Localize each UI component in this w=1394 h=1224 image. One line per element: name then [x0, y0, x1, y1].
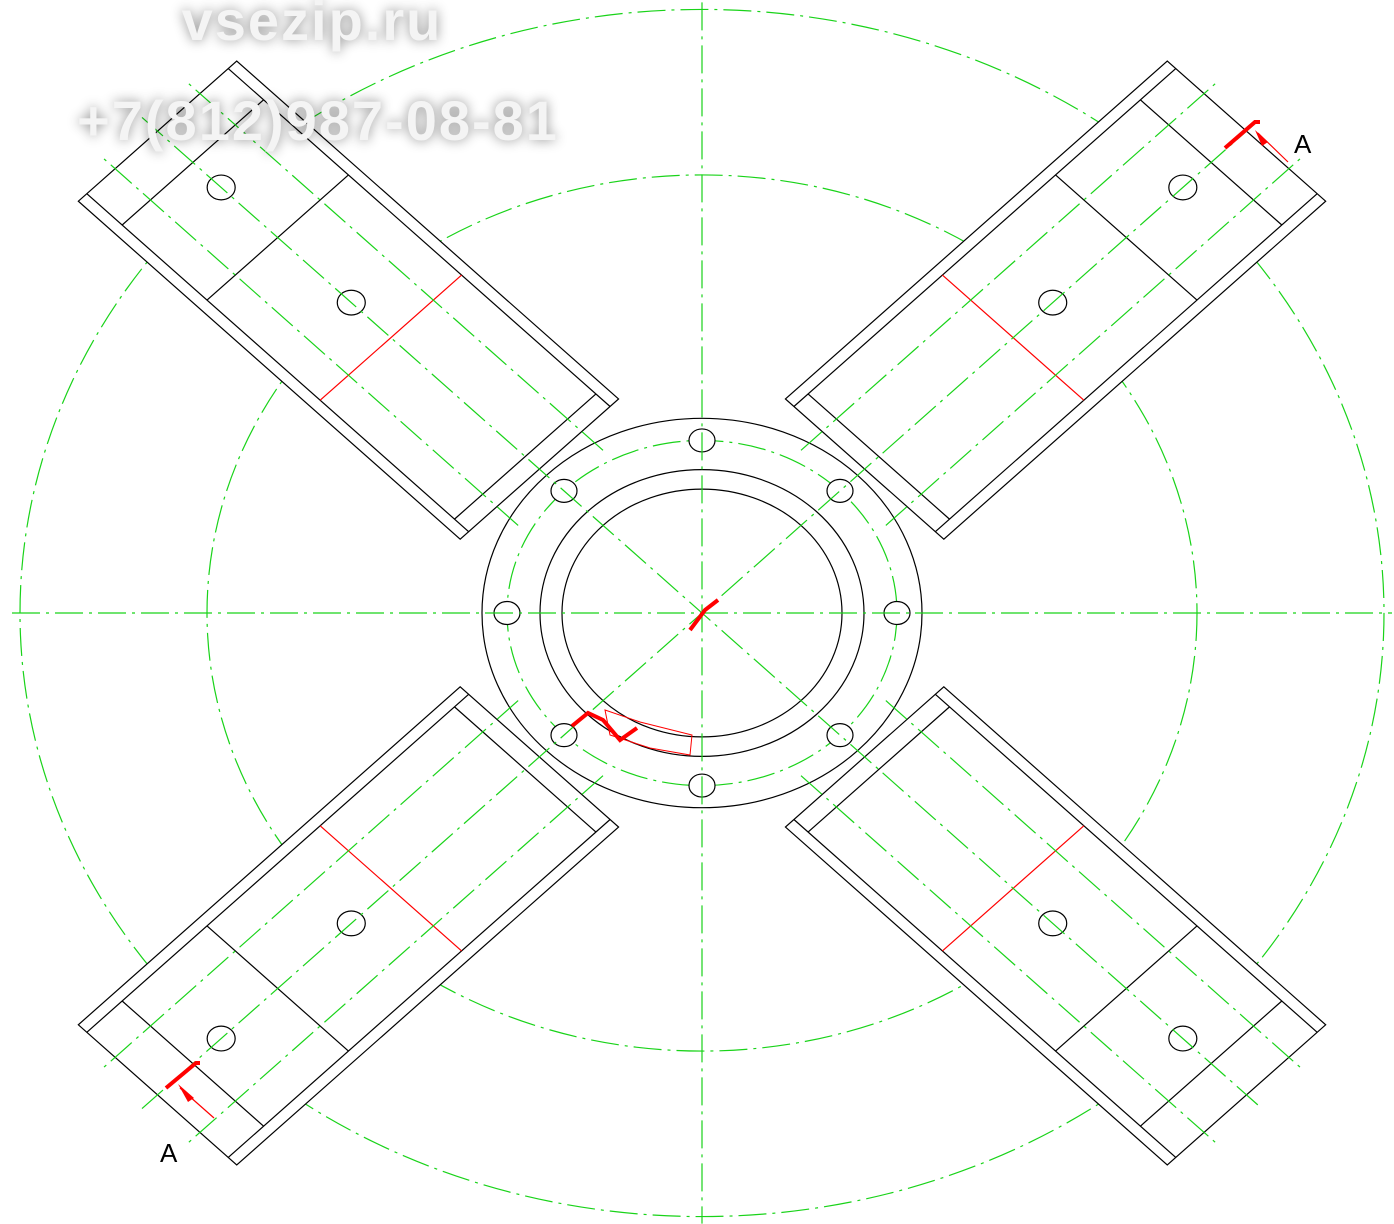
watermark-phone: +7(812)987-08-81: [77, 89, 559, 152]
section-label: A: [160, 1138, 178, 1168]
section-label: A: [1294, 129, 1312, 159]
drawing: vsezip.ru +7(812)987-08-81 A A: [0, 0, 1394, 1224]
watermark-site: vsezip.ru: [182, 0, 443, 52]
